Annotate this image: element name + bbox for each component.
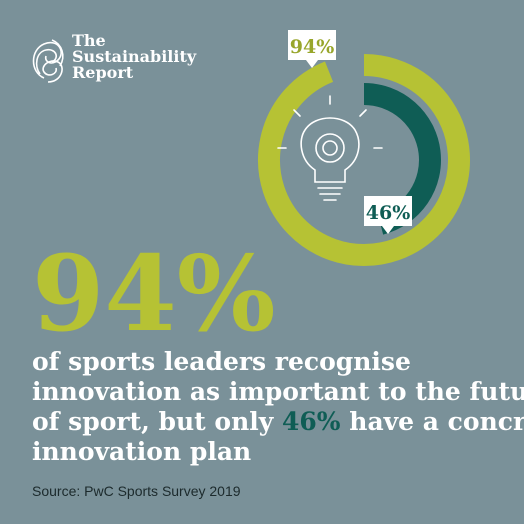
- headline-highlight: 46%: [282, 407, 341, 436]
- source: Source: PwC Sports Survey 2019: [32, 483, 241, 499]
- headline-line: innovation as important to the future: [32, 377, 524, 406]
- brand-line: The: [72, 31, 106, 50]
- value-label: 46%: [366, 202, 411, 224]
- label-box: [364, 196, 412, 234]
- headline-text: of sport, but only: [32, 407, 275, 436]
- value-label: 94%: [290, 36, 335, 58]
- headline-figure: 94%: [32, 232, 276, 355]
- headline-line: of sports leaders recognise: [32, 347, 411, 376]
- brand-line: Sustainability: [72, 47, 197, 66]
- headline-line: of sport, but only 46% have a concrete: [32, 407, 524, 436]
- arc: [258, 54, 470, 266]
- bulb-icon: [277, 95, 383, 201]
- headline-text: have a concrete: [349, 407, 524, 436]
- headline-line: innovation plan: [32, 437, 251, 466]
- brand-line: Report: [72, 63, 134, 82]
- label-box: [288, 30, 336, 68]
- logo-icon: [32, 39, 64, 83]
- radial-chart: 94% 46%: [258, 30, 470, 266]
